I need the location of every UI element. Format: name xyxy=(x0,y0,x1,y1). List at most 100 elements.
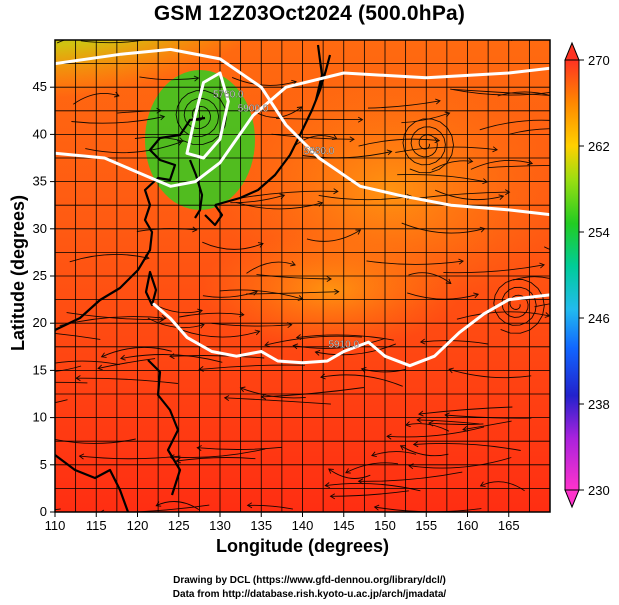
credit-drawing: Drawing by DCL (https://www.gfd-dennou.o… xyxy=(173,575,446,586)
streamline-arrow xyxy=(78,453,85,460)
streamline-arrow xyxy=(360,366,367,373)
streamline xyxy=(179,312,244,318)
x-axis-ticks: 110 115 120 125 130 135 140 145 150 155 160 165 xyxy=(45,512,520,533)
streamline-arrow xyxy=(6,506,11,511)
contour-line xyxy=(185,71,230,160)
streamline-arrow xyxy=(75,375,81,382)
x-tick: 115 xyxy=(86,512,107,533)
y-tick: 20 xyxy=(33,315,55,330)
streamline xyxy=(405,423,450,432)
vortex-streamline xyxy=(493,278,545,334)
streamline xyxy=(448,368,532,379)
streamline-arrow xyxy=(492,146,498,153)
streamline xyxy=(479,119,550,131)
streamline xyxy=(276,117,363,121)
y-tick-label: 0 xyxy=(40,504,47,519)
colorbar-tick-label: 254 xyxy=(588,225,610,240)
streamline xyxy=(197,446,282,450)
contour-line xyxy=(152,293,550,368)
streamline xyxy=(55,381,88,384)
streamline xyxy=(358,138,440,147)
streamline-arrow xyxy=(97,364,103,371)
colorbar-tick-label: 238 xyxy=(588,397,610,412)
streamline-arrow xyxy=(254,329,261,336)
streamline xyxy=(246,261,296,274)
streamline xyxy=(85,141,182,154)
streamline-arrow xyxy=(159,114,166,121)
streamline-arrow xyxy=(357,116,364,123)
streamline-arrow xyxy=(100,352,107,358)
streamline-arrow xyxy=(435,98,441,105)
streamline xyxy=(431,160,473,171)
colorbar-tick-label: 270 xyxy=(588,53,610,68)
x-tick: 125 xyxy=(168,512,190,533)
streamline-arrow xyxy=(473,292,480,299)
streamline-arrow xyxy=(345,468,351,474)
y-tick: 25 xyxy=(33,268,55,283)
y-tick-label: 20 xyxy=(33,315,47,330)
x-tick: 165 xyxy=(498,512,520,533)
streamline-arrow xyxy=(386,433,392,440)
streamline xyxy=(320,374,403,387)
streamline xyxy=(462,420,512,431)
streamline-arrow xyxy=(498,194,505,201)
streamline-arrow xyxy=(504,189,511,196)
streamline xyxy=(510,40,515,42)
streamline xyxy=(76,377,178,384)
x-tick-label: 165 xyxy=(498,518,520,533)
streamline-arrow xyxy=(434,137,441,144)
streamline xyxy=(169,355,265,359)
y-tick-label: 10 xyxy=(33,410,47,425)
streamline xyxy=(417,419,480,425)
streamline-arrow xyxy=(373,504,380,511)
streamline-arrow xyxy=(199,322,205,329)
colorbar-tick: 246 xyxy=(579,311,610,326)
streamline xyxy=(397,174,488,183)
x-tick: 110 xyxy=(45,512,66,533)
streamline xyxy=(158,305,203,314)
contour-label: 5880.0 xyxy=(304,146,335,157)
streamline xyxy=(211,322,292,327)
streamline-arrow xyxy=(556,29,561,34)
streamline xyxy=(134,136,184,142)
y-tick-label: 5 xyxy=(40,457,47,472)
x-tick-label: 150 xyxy=(374,518,396,533)
streamline xyxy=(395,146,498,153)
y-tick: 40 xyxy=(33,126,55,141)
streamline xyxy=(80,40,147,44)
streamline-arrow xyxy=(408,463,414,470)
colorbar-tick-label: 230 xyxy=(588,483,610,498)
streamline xyxy=(512,276,550,281)
streamline xyxy=(55,438,136,444)
streamline xyxy=(435,189,504,201)
streamline-arrow xyxy=(416,417,422,423)
x-tick-label: 110 xyxy=(45,518,66,533)
streamline xyxy=(224,397,331,405)
streamline-arrow xyxy=(2,381,6,386)
streamline xyxy=(71,116,165,124)
streamline xyxy=(401,222,485,234)
streamline-arrow xyxy=(428,420,434,427)
x-tick-label: 120 xyxy=(127,518,149,533)
streamline-arrow xyxy=(334,288,340,295)
streamline-arrow xyxy=(349,136,355,143)
colorbar-max-arrow xyxy=(564,41,580,61)
lat-lon-grid xyxy=(55,40,550,512)
streamline xyxy=(55,365,82,372)
streamline-arrow xyxy=(333,188,339,195)
streamline xyxy=(497,91,550,97)
streamline-arrow xyxy=(196,445,202,451)
streamline xyxy=(420,340,488,345)
streamline-arrow xyxy=(444,412,450,419)
coastline-taiwan xyxy=(144,270,158,307)
streamline xyxy=(261,387,364,398)
streamline xyxy=(202,241,264,250)
y-tick: 35 xyxy=(33,174,55,189)
streamline xyxy=(292,135,338,148)
streamline-arrow xyxy=(328,468,334,474)
y-tick: 45 xyxy=(33,79,55,94)
geopotential-contours: 5880.0 5900.0 5910.0 5760.0 xyxy=(55,47,550,368)
y-axis-ticks: 0 5 10 15 20 25 30 35 40 45 xyxy=(33,79,55,519)
streamline-arrow xyxy=(444,111,451,118)
x-axis-label: Longitude (degrees) xyxy=(215,536,389,556)
